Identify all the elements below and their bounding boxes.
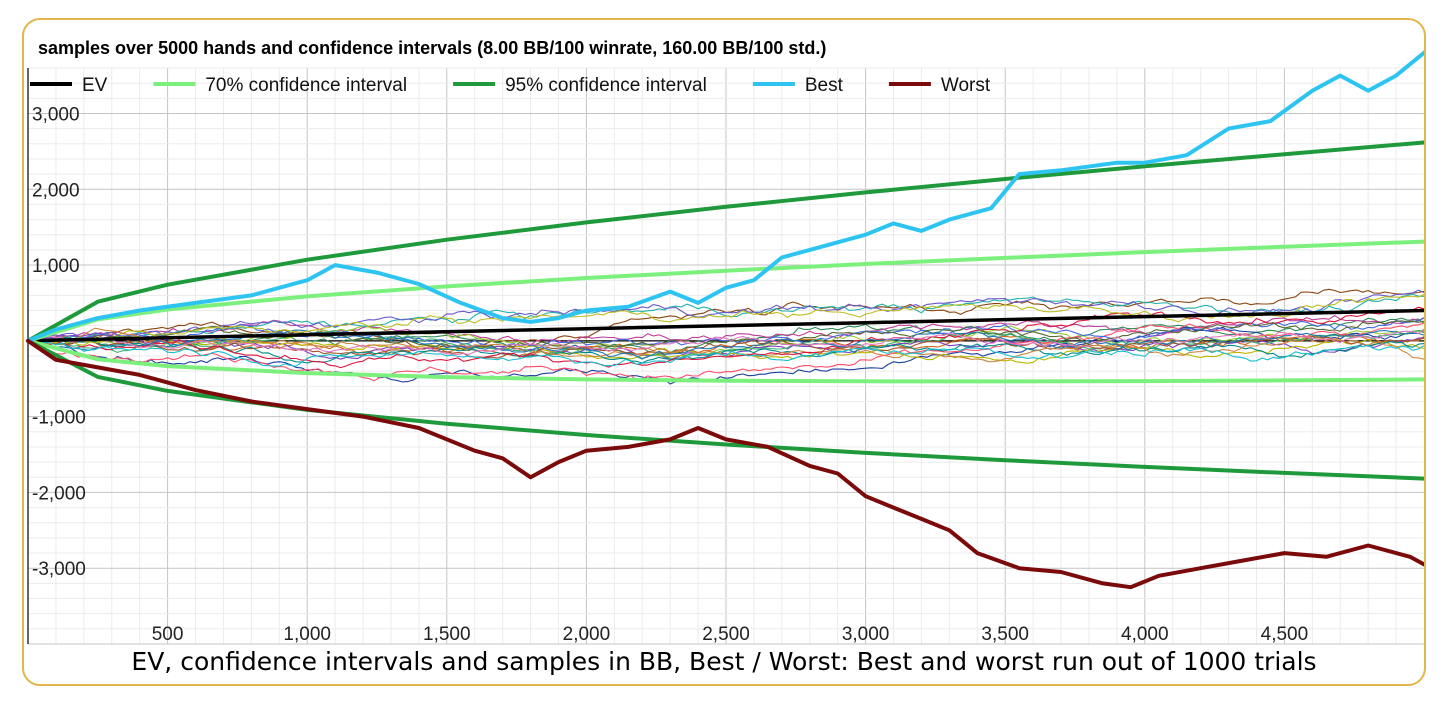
y-tick-label: -1,000: [32, 408, 86, 429]
legend: EV 70% confidence interval 95% confidence …: [30, 75, 991, 96]
sample-run-line: [27, 335, 1424, 359]
sample-run-line: [27, 340, 1424, 367]
series-lines: [26, 50, 1424, 590]
legend-label-worst: Worst: [941, 75, 991, 96]
line-chart: 3,000 2,000 1,000 -1,000 -2,000 -3,000 500 1,00…: [26, 38, 1424, 645]
legend-label-ev: EV: [82, 75, 108, 96]
sample-run-line: [27, 317, 1424, 351]
best-line: [26, 50, 1424, 343]
x-tick-label: 2,000: [563, 624, 611, 645]
sample-run-line: [27, 336, 1424, 364]
x-tick-label: 3,500: [981, 624, 1029, 645]
y-tick-label: 3,000: [32, 104, 80, 125]
worst-line: [26, 338, 1424, 590]
sample-run-line: [27, 328, 1424, 356]
sample-run-line: [27, 289, 1424, 342]
x-tick-label: 4,500: [1261, 624, 1309, 645]
legend-label-95-confidence-interval: 95% confidence interval: [505, 75, 707, 96]
x-tick-label: 3,000: [842, 624, 890, 645]
sample-run-line: [27, 306, 1424, 369]
y-tick-label: 1,000: [32, 256, 80, 277]
x-tick-label: 2,500: [702, 624, 750, 645]
chart-frame: 3,000 2,000 1,000 -1,000 -2,000 -3,000 500 1,00…: [22, 18, 1426, 686]
grid: [28, 67, 1424, 645]
x-tick-label: 500: [152, 624, 184, 645]
70-confidence-interval-upper-line: [26, 239, 1424, 343]
95-confidence-interval-upper-line: [26, 140, 1424, 343]
sample-runs: [27, 288, 1424, 385]
x-tick-label: 4,000: [1121, 624, 1169, 645]
x-tick-label: 1,000: [283, 624, 331, 645]
y-tick-label: -2,000: [32, 483, 86, 504]
95-confidence-interval-lower-line: [26, 338, 1424, 481]
70-confidence-interval-lower-line: [26, 338, 1424, 384]
ev-line: [26, 308, 1424, 343]
chart-title: samples over 5000 hands and confidence i…: [38, 38, 826, 58]
y-tick-label: -3,000: [32, 559, 86, 580]
sample-run-line: [27, 322, 1424, 382]
legend-label-70-confidence-interval: 70% confidence interval: [205, 75, 407, 96]
sample-run-line: [27, 317, 1424, 354]
legend-label-best: Best: [805, 75, 844, 96]
x-tick-label: 1,500: [423, 624, 471, 645]
chart-caption: EV, confidence intervals and samples in …: [131, 647, 1317, 676]
tick-labels: 3,000 2,000 1,000 -1,000 -2,000 -3,000 500 1,00…: [32, 104, 1308, 645]
sample-run-line: [27, 332, 1424, 360]
y-tick-label: 2,000: [32, 180, 80, 201]
